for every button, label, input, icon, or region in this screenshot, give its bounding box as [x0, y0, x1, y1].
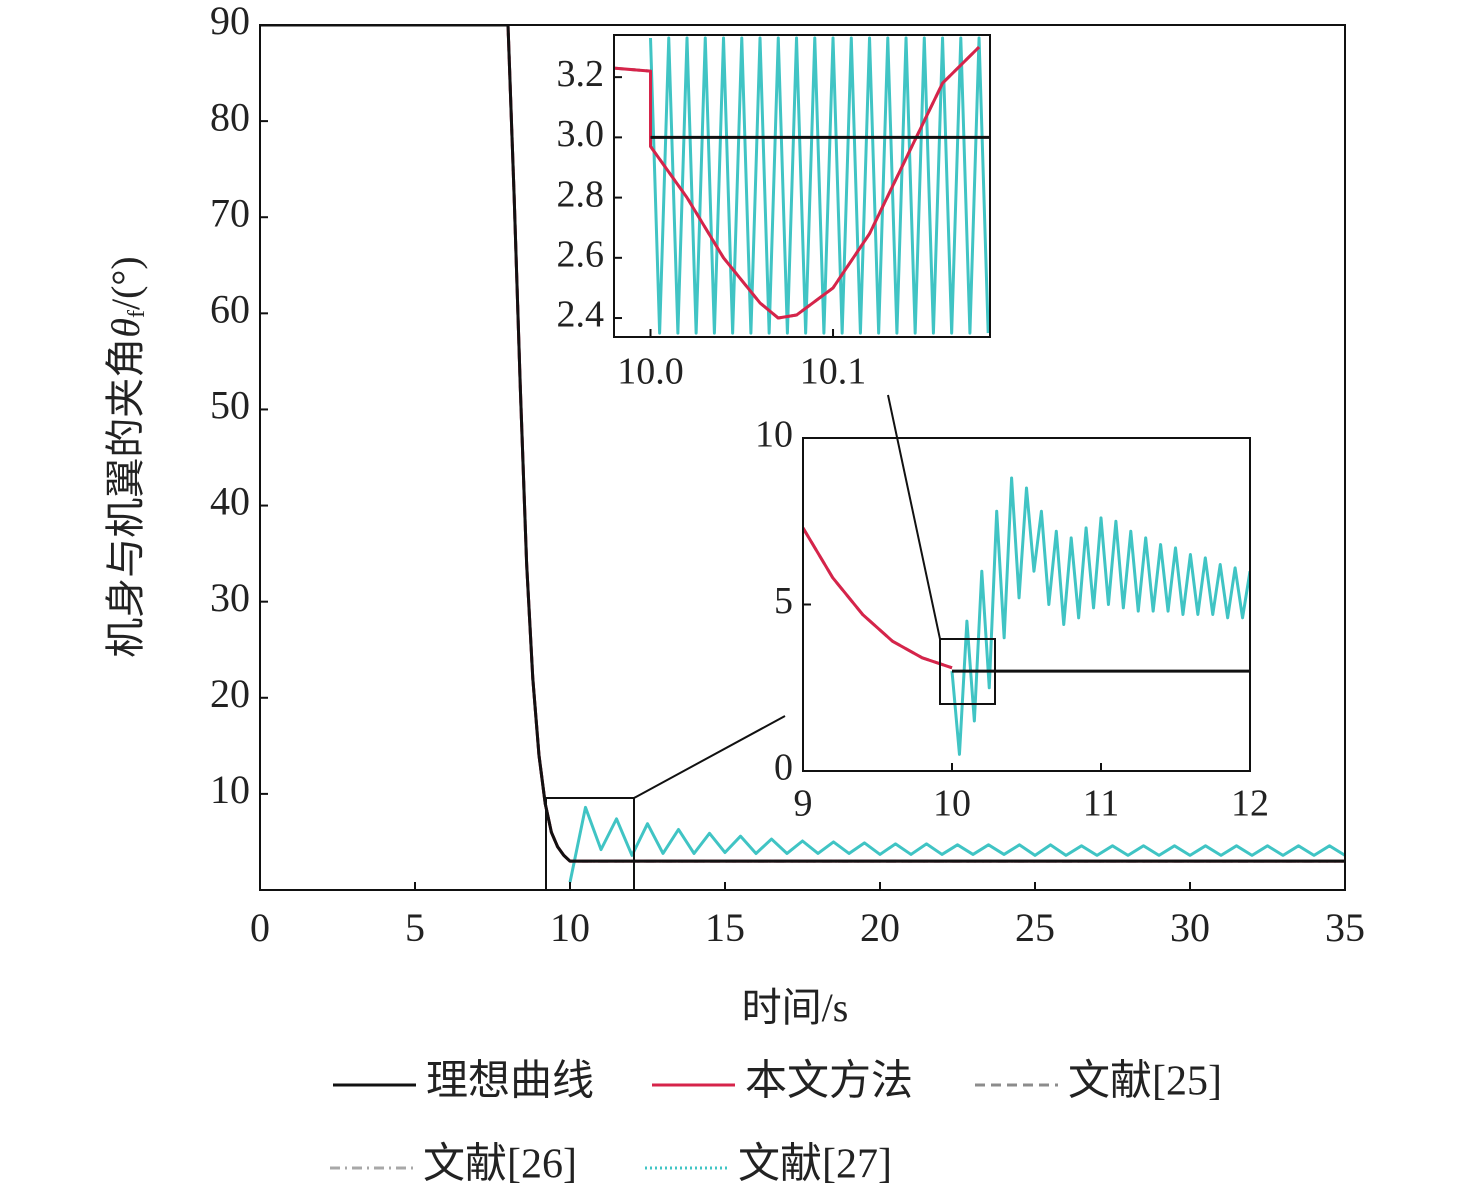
y-tick-label: 80: [210, 94, 250, 139]
legend-label: 文献[25]: [1068, 1058, 1222, 1105]
zoom-box: [545, 797, 635, 891]
y-label-part: /(°): [103, 256, 148, 310]
y-label-part: f: [124, 310, 150, 318]
y-tick-label: 3.0: [557, 113, 605, 155]
x-axis-label: 时间/s: [742, 985, 849, 1030]
legend-label: 文献[26]: [423, 1141, 577, 1188]
y-tick-label: 2.8: [557, 173, 605, 215]
x-tick-label: 0: [250, 905, 270, 950]
series-line: [649, 36, 990, 335]
y-axis-label: 机身与机翼的夹角θf/(°): [103, 256, 149, 657]
series-line: [803, 527, 953, 670]
plot-frame: [613, 34, 991, 338]
legend-label: 理想曲线: [426, 1059, 594, 1105]
y-tick-label: 5: [774, 580, 793, 622]
y-tick-label: 0: [774, 747, 793, 789]
plot-frame: [259, 24, 1346, 891]
series-layer: [803, 476, 1250, 756]
x-tick-label: 10.0: [617, 351, 684, 393]
y-tick-label: 30: [210, 575, 250, 620]
x-tick-label: 35: [1325, 905, 1365, 950]
zoom-box: [939, 638, 996, 705]
x-tick-label: 10: [933, 783, 971, 825]
y-tick-label: 10: [210, 767, 250, 812]
y-tick-label: 60: [210, 287, 250, 332]
x-tick-label: 9: [794, 783, 813, 825]
x-tick-label: 10.1: [800, 351, 867, 393]
series-line: [568, 805, 1345, 883]
y-label-part: 机身与机翼的夹角: [103, 338, 148, 658]
x-tick-label: 15: [705, 905, 745, 950]
zoom-connector: [887, 394, 941, 640]
y-tick-label: 2.6: [557, 234, 605, 276]
y-tick-label: 70: [210, 190, 250, 235]
zoom-guides: [545, 394, 996, 891]
y-tick-label: 10: [755, 414, 793, 456]
x-tick-label: 20: [860, 905, 900, 950]
y-tick-label: 40: [210, 479, 250, 524]
x-tick-label: 25: [1015, 905, 1055, 950]
y-tick-label: 50: [210, 383, 250, 428]
x-tick-label: 12: [1231, 783, 1269, 825]
zoom-connector: [633, 715, 786, 799]
y-tick-label: 2.4: [557, 294, 605, 336]
series-layer: [614, 36, 990, 335]
x-tick-label: 11: [1083, 783, 1120, 825]
y-label-part: θ: [103, 318, 148, 338]
y-tick-label: 90: [210, 0, 250, 43]
x-tick-label: 30: [1170, 905, 1210, 950]
legend-label: 本文方法: [745, 1058, 913, 1105]
series-line: [950, 476, 1250, 756]
series-line: [614, 45, 981, 320]
legend-label: 文献[27]: [738, 1141, 892, 1188]
x-tick-label: 5: [405, 905, 425, 950]
y-tick-label: 20: [210, 671, 250, 716]
series-line: [260, 25, 1345, 863]
plot-layer: 0 5 10 15 20 25 30 35 10 20 30 40 50 60 70 80 90 9 10 11 12 0…: [210, 0, 1365, 950]
y-tick-label: 3.2: [557, 53, 605, 95]
x-tick-label: 10: [550, 905, 590, 950]
series-layer: [260, 25, 1345, 883]
